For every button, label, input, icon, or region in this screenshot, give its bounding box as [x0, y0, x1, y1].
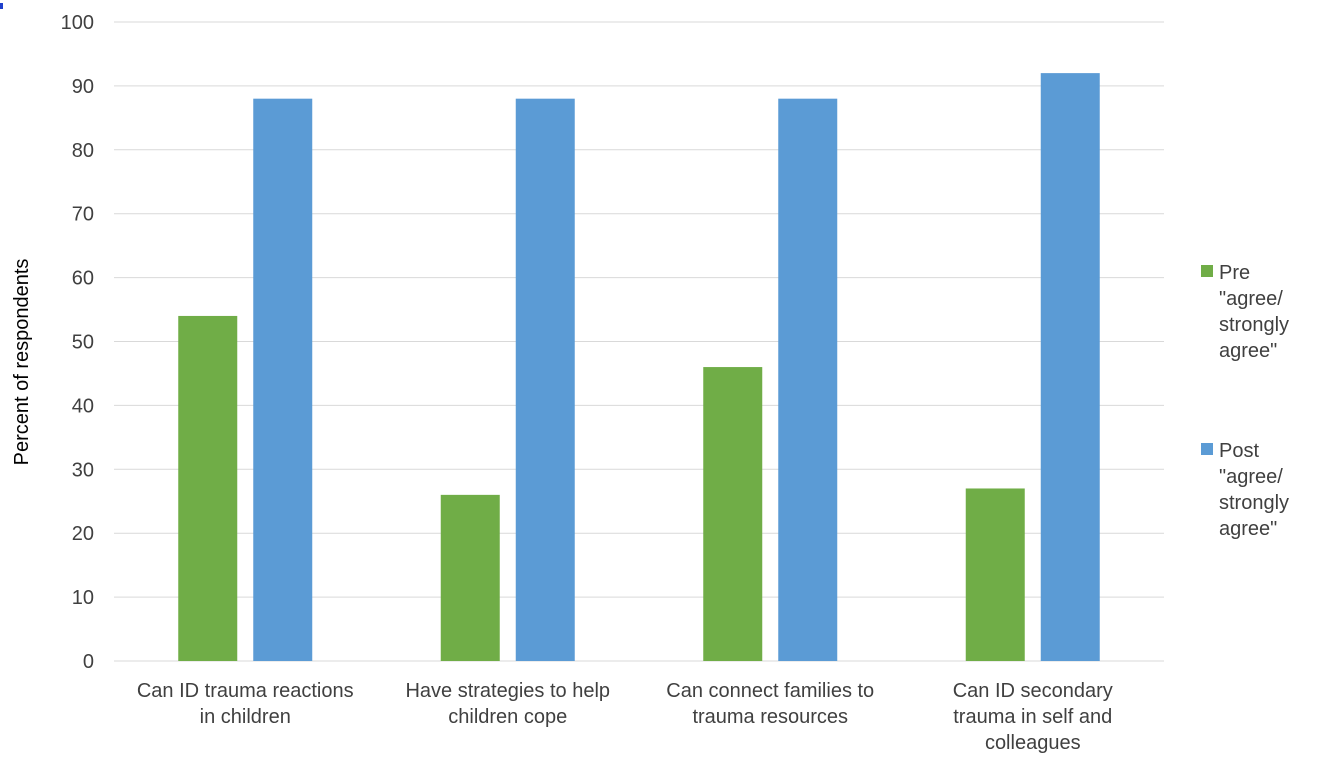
y-tick-label: 20 — [72, 523, 94, 545]
bar-pre — [965, 488, 1025, 661]
y-axis-title: Percent of respondents — [11, 259, 33, 466]
bar-pre — [703, 367, 763, 661]
x-axis-categories: Can ID trauma reactions in children Have s… — [137, 680, 1113, 754]
bar-post — [1040, 73, 1100, 662]
bar-pre — [178, 315, 238, 661]
x-category-label: Can ID secondary trauma in self and collea… — [953, 680, 1113, 754]
bar-pre — [440, 494, 500, 661]
x-category-label: Can ID trauma reactions in children — [137, 680, 354, 728]
legend-swatch — [1201, 443, 1213, 455]
bar-post — [778, 98, 838, 662]
corner-marker — [0, 3, 3, 9]
y-tick-label: 40 — [72, 395, 94, 417]
bars — [178, 73, 1100, 662]
y-tick-label: 0 — [83, 651, 94, 673]
x-category-label: Have strategies to help children cope — [405, 680, 610, 728]
y-tick-label: 60 — [72, 268, 94, 290]
y-tick-label: 10 — [72, 587, 94, 609]
y-axis-ticks: 0 10 20 30 40 50 60 70 80 90 100 — [61, 12, 94, 673]
bar-post — [515, 98, 575, 662]
y-tick-label: 30 — [72, 459, 94, 481]
y-tick-label: 70 — [72, 204, 94, 226]
legend-label: Post "agree/strongly agree" — [1219, 440, 1289, 540]
y-tick-label: 90 — [72, 76, 94, 98]
legend-label: Pre "agree/strongly agree" — [1219, 262, 1289, 362]
legend-swatch — [1201, 265, 1213, 277]
x-category-label: Can connect families to trauma resources — [666, 680, 874, 728]
y-tick-label: 100 — [61, 12, 94, 34]
legend: Pre "agree/strongly agree" Post "agree/stron… — [1201, 262, 1289, 540]
bar-post — [253, 98, 313, 662]
y-tick-label: 80 — [72, 140, 94, 162]
y-tick-label: 50 — [72, 332, 94, 354]
